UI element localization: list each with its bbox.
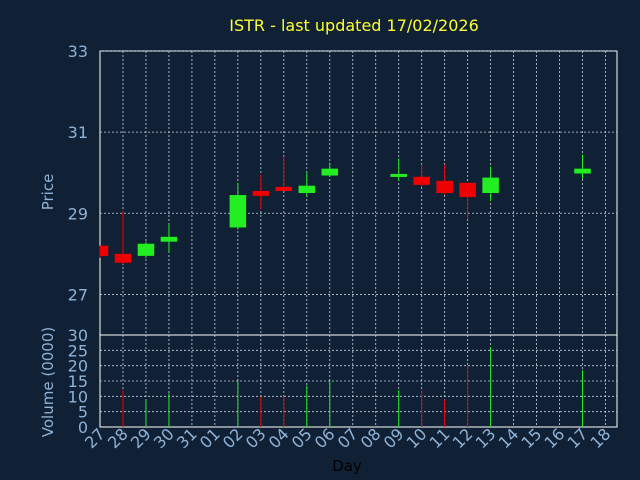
candle-body <box>413 176 430 185</box>
price-tick-label: 29 <box>68 204 88 223</box>
price-tick-label: 33 <box>68 42 88 61</box>
volume-tick-label: 20 <box>68 357 88 376</box>
price-tick-label: 27 <box>68 285 88 304</box>
x-axis: 2728293031010203040506070809101112131415… <box>81 424 614 452</box>
candle-body <box>321 168 339 176</box>
volume-tick-label: 25 <box>68 341 88 360</box>
candle-body <box>275 186 293 191</box>
candle-body <box>114 253 132 263</box>
chart-title: ISTR - last updated 17/02/2026 <box>229 16 479 35</box>
candle-body <box>137 243 155 256</box>
x-axis-label: Day <box>332 457 362 475</box>
volume-tick-label: 15 <box>68 372 88 391</box>
volume-tick-label: 0 <box>78 418 88 437</box>
price-axis-label: Price <box>39 174 57 211</box>
candle-body <box>574 168 591 174</box>
candle-body <box>298 185 316 193</box>
volume-tick-label: 30 <box>68 326 88 345</box>
candle-body <box>229 195 247 228</box>
price-panel-frame <box>99 50 618 336</box>
candle-body <box>436 180 453 193</box>
price-tick-label: 31 <box>68 123 88 142</box>
candle-body <box>482 177 499 193</box>
volume-tick-label: 10 <box>68 387 88 406</box>
volume-tick-label: 5 <box>78 403 88 422</box>
price-panel: 27 29 31 33 <box>68 42 618 336</box>
x-tick-label: 18 <box>587 424 615 452</box>
candle-body <box>459 182 476 198</box>
candle-body <box>100 245 109 256</box>
candle-body <box>252 190 270 196</box>
candle-body <box>160 236 178 242</box>
volume-axis-label: Volume (0000) <box>39 327 57 437</box>
candle-body <box>390 173 407 177</box>
